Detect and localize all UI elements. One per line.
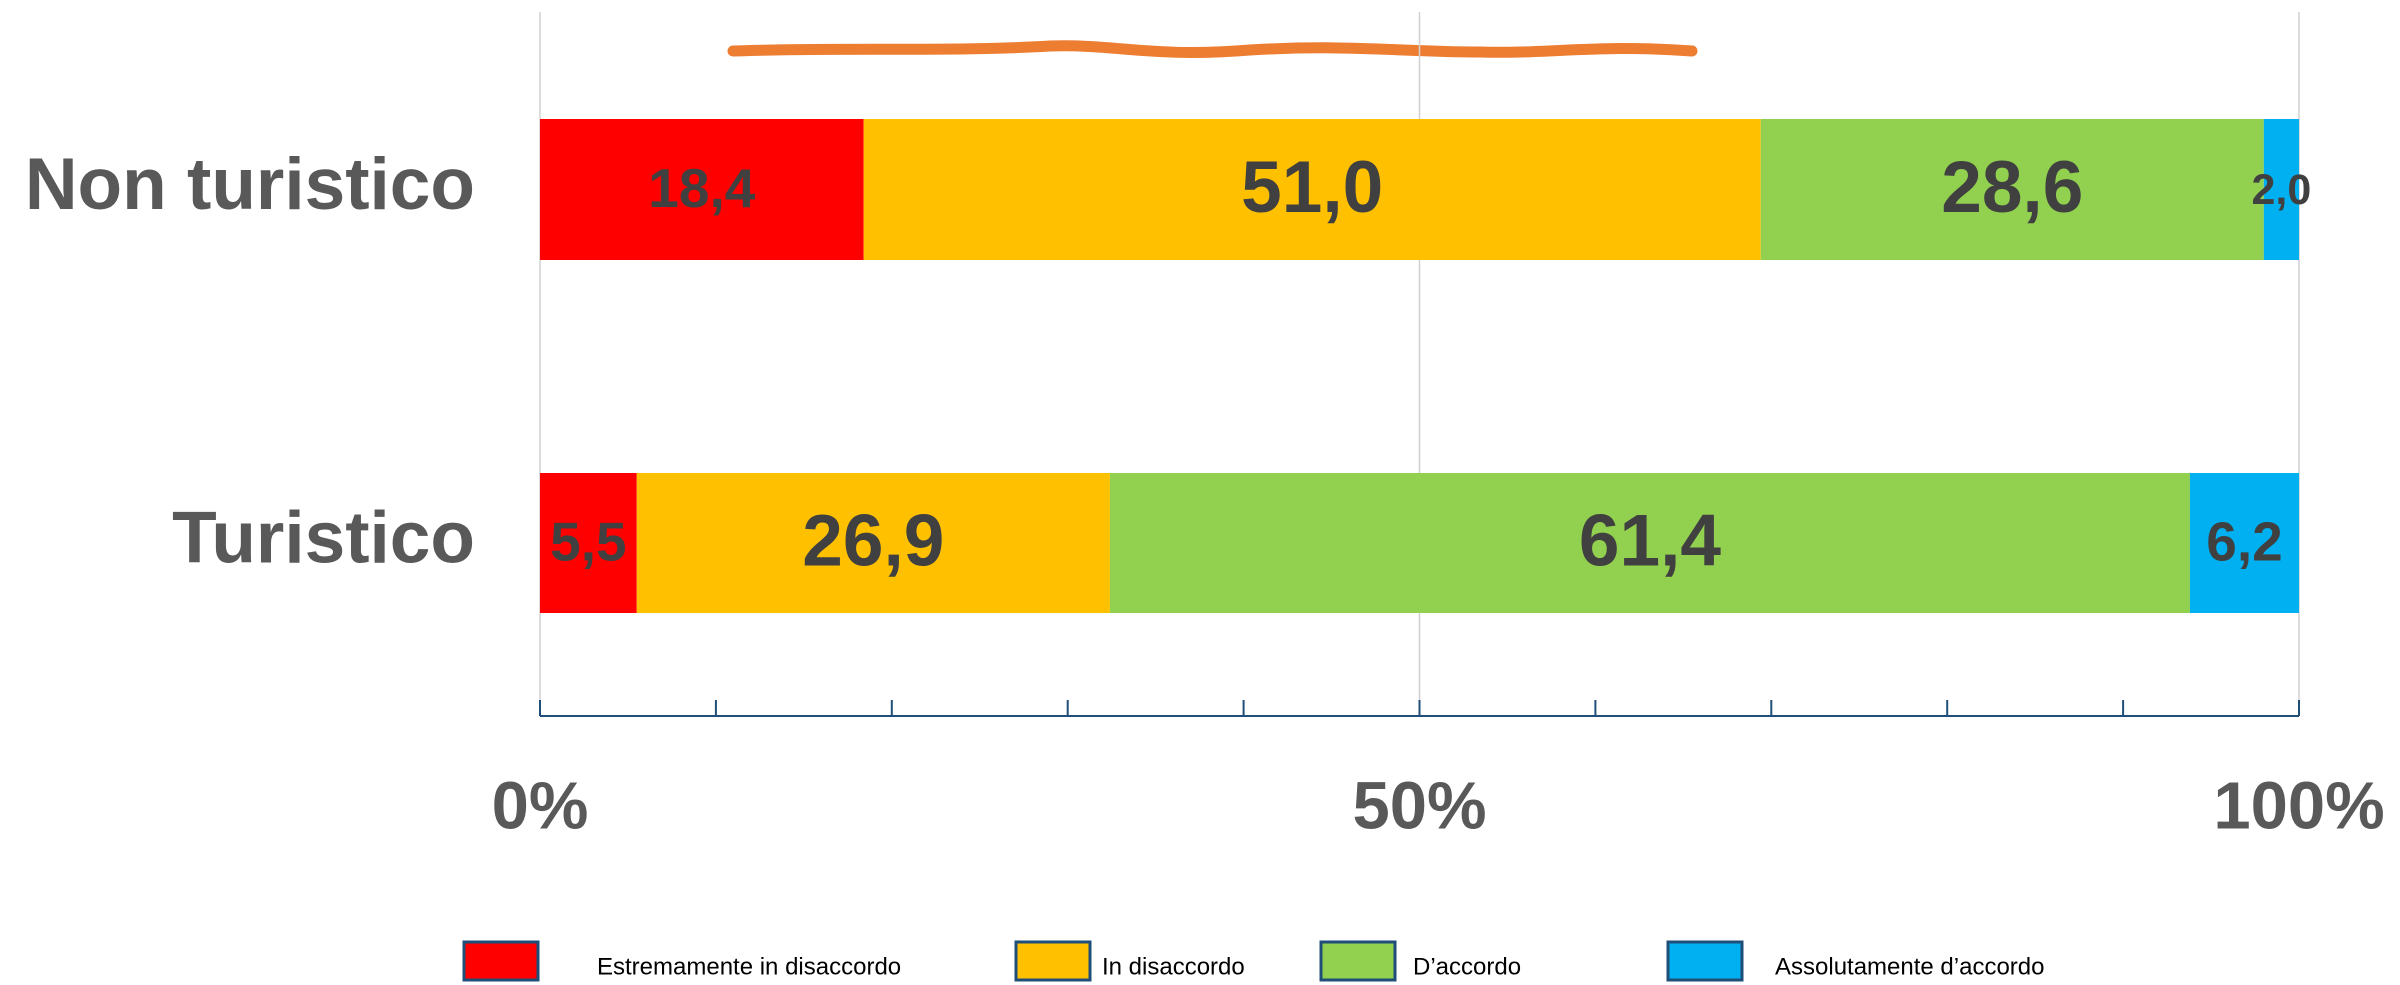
x-tick-label: 100% bbox=[2213, 769, 2384, 844]
bar-segment bbox=[863, 119, 1761, 260]
legend-label: Estremamente in disaccordo bbox=[597, 953, 901, 980]
bar-segment bbox=[1760, 119, 2264, 260]
bar-segment bbox=[540, 473, 637, 613]
annotation-stroke bbox=[727, 40, 1698, 58]
legend-swatch bbox=[1666, 940, 1744, 982]
x-tick-label: 0% bbox=[492, 769, 589, 844]
legend-swatch bbox=[462, 940, 540, 982]
data-label: 5,5 bbox=[550, 511, 626, 573]
legend-label: D’accordo bbox=[1413, 953, 1521, 980]
data-label: 26,9 bbox=[802, 500, 944, 581]
data-label: 28,6 bbox=[1941, 147, 2083, 228]
data-label: 18,4 bbox=[648, 157, 755, 219]
legend-swatch bbox=[1319, 940, 1397, 982]
bar-segment bbox=[1109, 473, 2190, 613]
legend-label: Assolutamente d’accordo bbox=[1775, 953, 2044, 980]
y-tick-label: Non turistico bbox=[25, 144, 475, 225]
bar-segment bbox=[636, 473, 1110, 613]
legend-swatch bbox=[1014, 940, 1092, 982]
bar-segment bbox=[540, 119, 864, 260]
x-tick-label: 50% bbox=[1352, 769, 1486, 844]
bar-segment bbox=[2263, 119, 2299, 260]
y-tick-label: Turistico bbox=[172, 497, 475, 578]
data-label: 61,4 bbox=[1579, 500, 1721, 581]
data-label: 2,0 bbox=[2252, 166, 2312, 214]
bar-segment bbox=[2189, 473, 2299, 613]
data-label: 6,2 bbox=[2206, 511, 2282, 573]
data-label: 51,0 bbox=[1241, 147, 1383, 228]
legend-label: In disaccordo bbox=[1102, 953, 1245, 980]
